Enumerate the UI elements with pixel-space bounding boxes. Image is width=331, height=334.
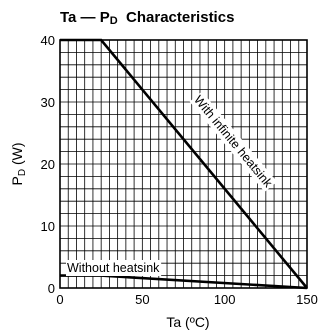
x-tick-label: 50 <box>135 292 149 307</box>
x-tick-label: 0 <box>56 292 63 307</box>
x-tick-label: 150 <box>296 292 318 307</box>
y-tick-label: 40 <box>41 33 55 48</box>
y-tick-label: 10 <box>41 219 55 234</box>
y-axis-ticks: 0 10 20 30 40 <box>41 33 55 296</box>
y-tick-label: 0 <box>48 281 55 296</box>
series-line-infinite-heatsink <box>60 38 309 289</box>
series-label-background <box>189 91 277 193</box>
x-tick-label: 100 <box>214 292 236 307</box>
chart-title: Ta — PD Characteristics <box>60 9 234 27</box>
y-tick-label: 20 <box>41 157 55 172</box>
grid-lines <box>60 40 307 288</box>
series-label-infinite-heatsink: With infinite heatsink <box>191 93 275 191</box>
x-axis-ticks: 0 50 100 150 <box>56 292 317 307</box>
y-tick-label: 30 <box>41 95 55 110</box>
series-label-without-heatsink: Without heatsink <box>67 261 160 275</box>
plot-frame <box>59 39 308 289</box>
y-axis-label: PD (W) <box>9 142 28 185</box>
x-axis-label: Ta (ºC) <box>166 314 209 330</box>
series-label-background <box>66 260 162 276</box>
